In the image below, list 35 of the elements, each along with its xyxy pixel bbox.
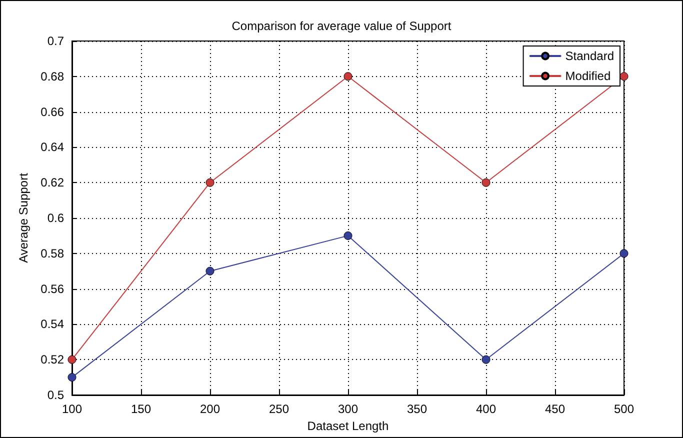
x-axis-title: Dataset Length xyxy=(307,418,389,433)
y-tick-label: 0.6 xyxy=(47,211,64,225)
point xyxy=(482,355,490,364)
y-tick-label: 0.58 xyxy=(40,246,64,260)
point xyxy=(344,72,352,81)
point xyxy=(206,178,214,187)
y-axis-title: Average Support xyxy=(16,172,31,263)
legend-label: Modified xyxy=(565,69,611,83)
x-tick-label: 200 xyxy=(200,402,220,416)
x-tick-label: 350 xyxy=(406,402,428,416)
point xyxy=(620,249,628,258)
y-tick-label: 0.7 xyxy=(47,34,64,48)
x-tick-label: 150 xyxy=(130,402,152,416)
x-tick-label: 400 xyxy=(476,402,496,416)
x-tick-label: 450 xyxy=(544,402,566,416)
x-tick-label: 250 xyxy=(268,402,290,416)
y-tick-label: 0.56 xyxy=(40,282,64,296)
y-tick-label: 0.62 xyxy=(40,176,64,190)
y-tick-label: 0.64 xyxy=(40,140,64,154)
x-tick-label: 300 xyxy=(338,402,358,416)
point xyxy=(68,355,76,364)
y-tick-label: 0.66 xyxy=(40,104,64,119)
y-tick-label: 0.5 xyxy=(47,388,64,402)
x-tick-label: 500 xyxy=(614,402,634,416)
y-tick-label: 0.68 xyxy=(40,69,64,84)
point xyxy=(344,231,352,240)
chart-title: Comparison for average value of Support xyxy=(232,19,452,33)
point xyxy=(482,178,490,187)
y-tick-label: 0.52 xyxy=(40,352,64,367)
y-tick-label: 0.54 xyxy=(40,317,64,332)
point xyxy=(206,266,214,276)
x-tick-label: 100 xyxy=(62,402,82,416)
point xyxy=(68,373,76,382)
legend-label: Standard xyxy=(565,49,614,63)
point xyxy=(620,72,628,81)
